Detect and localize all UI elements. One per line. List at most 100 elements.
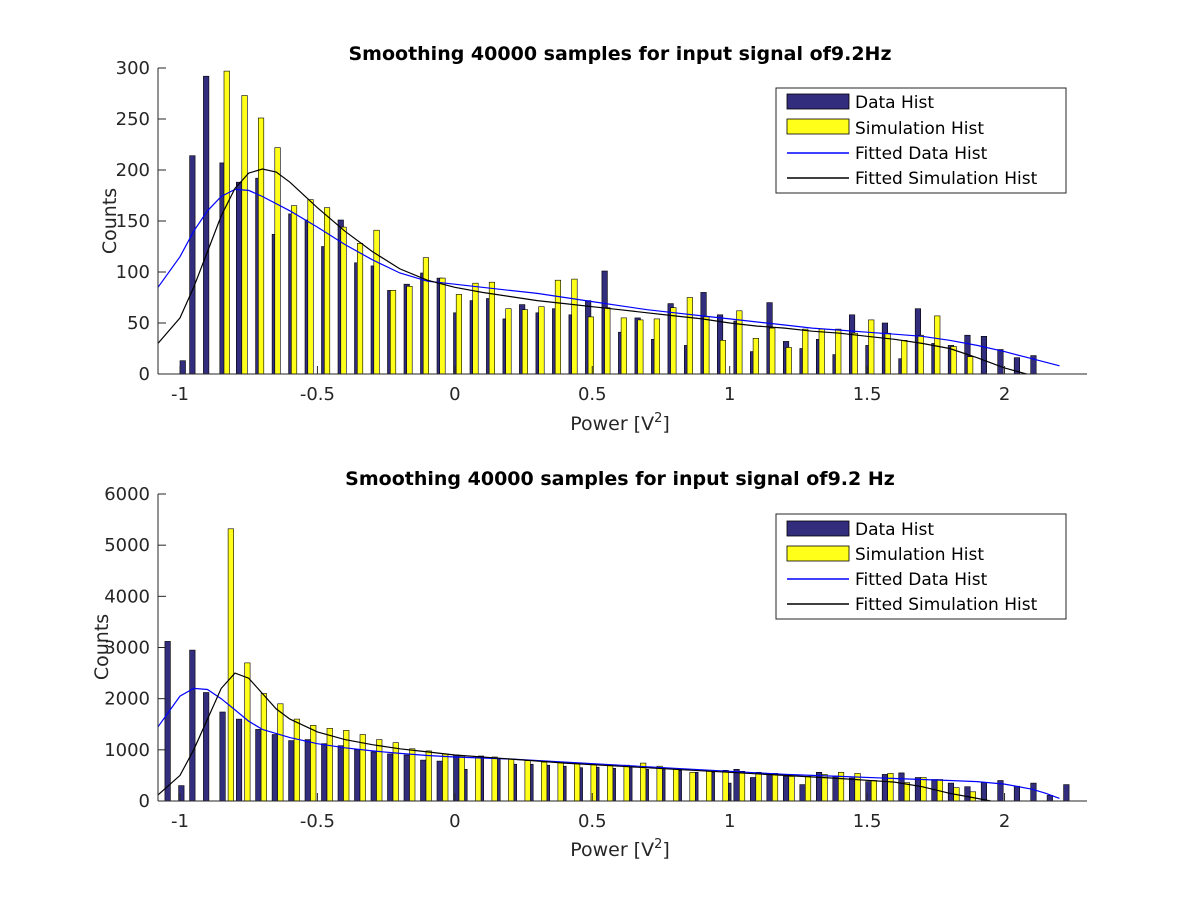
y-tick-label: 5000 <box>104 535 150 556</box>
data-hist-bar <box>403 754 410 802</box>
y-tick-label: 6000 <box>104 484 150 505</box>
simulation-hist-bar <box>604 307 611 375</box>
legend-label-fitted-simulation-hist: Fitted Simulation Hist <box>855 169 1038 189</box>
simulation-hist-bar <box>406 285 413 375</box>
y-tick-label: 100 <box>116 262 150 283</box>
data-hist-bar <box>236 181 243 375</box>
simulation-hist-bar <box>244 662 251 802</box>
data-hist-bar <box>255 729 262 802</box>
data-hist-bar <box>898 772 905 802</box>
data-hist-bar <box>179 360 186 375</box>
x-tick-label: 1 <box>724 384 735 405</box>
simulation-hist-bar <box>903 782 911 802</box>
simulation-hist-bar <box>920 777 927 802</box>
data-hist-bar <box>271 734 278 802</box>
x-axis-label-superscript: 2 <box>654 837 662 852</box>
simulation-hist-bar <box>623 764 630 802</box>
x-axis-label: Power [V2] <box>570 411 670 435</box>
simulation-hist-bar <box>901 339 908 375</box>
legend: Data Hist Simulation Hist Fitted Data Hi… <box>775 87 1067 194</box>
data-hist-bar <box>203 75 210 375</box>
data-hist-bar <box>1013 785 1021 802</box>
x-axis-label-text: Power [V <box>570 413 654 435</box>
simulation-hist-bar <box>554 279 562 375</box>
simulation-hist-bar <box>343 730 350 802</box>
simulation-hist-bar <box>705 770 713 802</box>
subplot-bottom: Smoothing 40000 samples for input signal… <box>91 468 1087 861</box>
legend-label-fitted-data-hist: Fitted Data Hist <box>855 570 988 590</box>
data-hist-bar <box>288 740 295 802</box>
data-hist-bar <box>370 751 377 802</box>
simulation-hist-bar <box>785 347 792 375</box>
simulation-hist-bar <box>475 756 482 802</box>
data-hist-bar <box>733 768 740 802</box>
data-hist-bar <box>799 784 806 802</box>
simulation-hist-bar <box>458 755 465 802</box>
simulation-hist-bar <box>373 229 380 375</box>
simulation-hist-bar <box>590 763 597 802</box>
data-hist-bar <box>164 641 171 802</box>
x-tick-label: -0.5 <box>300 811 335 832</box>
simulation-hist-bar <box>290 205 298 375</box>
simulation-hist-bar <box>672 767 680 802</box>
simulation-hist-bar <box>508 758 515 802</box>
data-hist-bar <box>1030 782 1037 802</box>
data-hist-bar <box>1046 795 1053 802</box>
data-hist-bar <box>848 777 856 802</box>
legend-label-simulation-hist: Simulation Hist <box>855 119 984 139</box>
simulation-hist-bar <box>804 776 812 802</box>
legend-label-simulation-hist: Simulation Hist <box>855 545 984 565</box>
simulation-hist-bar <box>307 199 314 375</box>
simulation-hist-bar <box>670 307 677 375</box>
simulation-hist-bar <box>472 282 479 375</box>
data-hist-bar <box>203 692 210 802</box>
simulation-hist-bar <box>439 277 446 375</box>
x-tick-label: -0.5 <box>300 384 335 405</box>
simulation-hist-bar <box>241 95 248 375</box>
data-hist-bars <box>164 641 1070 802</box>
x-ticks: -1 -0.5 0 0.5 1 1.5 2 <box>171 793 1010 832</box>
simulation-hist-bar <box>607 764 614 802</box>
data-hist-bar <box>947 782 955 802</box>
simulation-hist-bar <box>310 724 317 802</box>
data-hist-bar <box>980 782 988 802</box>
data-hist-bar <box>1063 784 1070 802</box>
legend-label-data-hist: Data Hist <box>855 520 934 540</box>
simulation-hist-bar <box>392 742 399 802</box>
simulation-hist-bar <box>541 761 548 802</box>
chart-title: Smoothing 40000 samples for input signal… <box>348 43 891 65</box>
x-tick-label: 1 <box>724 811 735 832</box>
simulation-hist-bar <box>587 316 594 375</box>
data-hist-bar <box>782 776 790 802</box>
data-hist-bar <box>997 349 1004 375</box>
simulation-hist-bar <box>356 243 364 375</box>
y-axis-label: Counts <box>99 188 121 254</box>
legend-label-data-hist: Data Hist <box>855 93 934 113</box>
simulation-hist-bar <box>703 316 710 375</box>
simulation-hist-bar <box>260 693 267 802</box>
y-tick-label: 1000 <box>104 740 150 761</box>
fitted-simulation-curve <box>157 672 991 802</box>
fitted-data-curve <box>157 687 1060 799</box>
simulation-hist-bar <box>818 328 825 375</box>
legend-label-fitted-data-hist: Fitted Data Hist <box>855 144 988 164</box>
data-hist-bar <box>815 771 823 802</box>
simulation-hist-bar <box>491 756 498 802</box>
data-hist-bar <box>749 777 757 802</box>
simulation-hist-bar <box>557 761 564 802</box>
simulation-hist-bar <box>802 328 809 375</box>
simulation-hist-bar <box>637 319 644 375</box>
data-hist-bar <box>337 745 344 802</box>
legend: Data Hist Simulation Hist Fitted Data Hi… <box>775 513 1067 620</box>
x-axis-label-end: ] <box>662 413 669 435</box>
x-tick-label: -1 <box>171 384 189 405</box>
data-hist-bar <box>354 749 361 802</box>
data-hist-bar <box>219 711 226 802</box>
data-hist-bar <box>189 155 196 375</box>
simulation-hist-bar <box>326 727 333 802</box>
simulation-hist-bar <box>722 769 729 802</box>
simulation-hist-bar <box>521 309 529 375</box>
x-axis-label: Power [V2] <box>570 837 670 861</box>
simulation-hist-bar <box>769 327 776 375</box>
data-hist-bar <box>236 718 243 802</box>
